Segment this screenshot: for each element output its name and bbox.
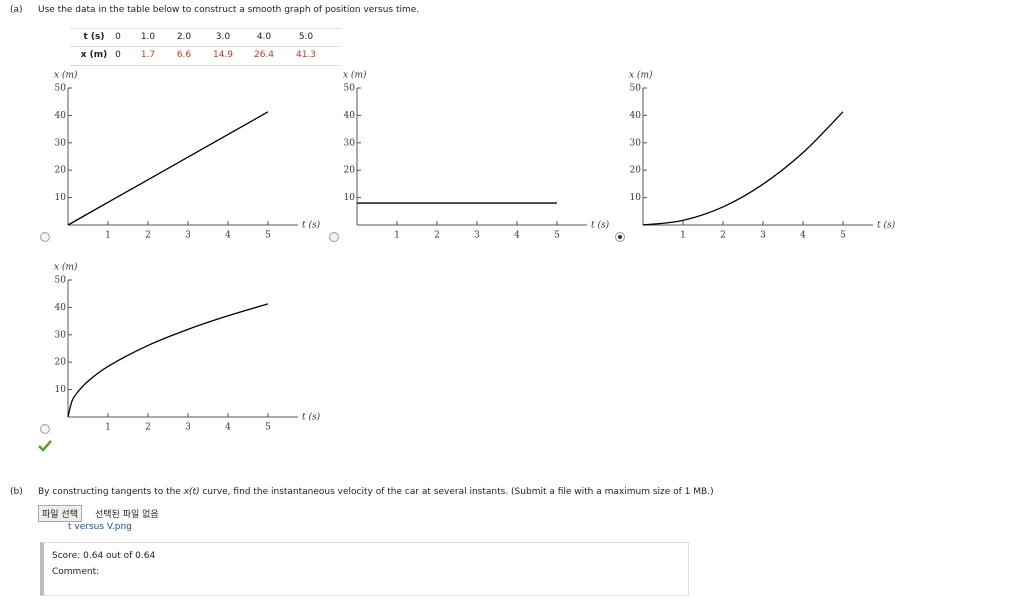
- x-tick-label: 2: [434, 231, 440, 241]
- y-tick-label: 50: [630, 84, 642, 94]
- table-cell: 41.3: [295, 50, 317, 60]
- x-tick-label: 3: [185, 231, 191, 241]
- prompt-math: x(t): [183, 487, 200, 497]
- part-b-prompt: By constructing tangents to the x(t) cur…: [38, 487, 714, 497]
- radio-button[interactable]: [40, 424, 50, 434]
- x-tick-label: 4: [514, 231, 520, 241]
- radio-dot: [618, 235, 622, 239]
- x-axis-label: t (s): [302, 220, 321, 231]
- table-cell: 26.4: [253, 50, 275, 60]
- x-tick-label: 3: [474, 231, 480, 241]
- table-cell: 5.0: [298, 32, 314, 42]
- y-tick-label: 40: [344, 111, 356, 121]
- radio-button[interactable]: [329, 232, 339, 242]
- x-tick-label: 4: [225, 231, 231, 241]
- score: 0.64 out of 0.64: [83, 551, 156, 561]
- table-cell: 4.0: [256, 32, 272, 42]
- y-tick-label: 20: [55, 358, 67, 368]
- x-tick-label: 3: [185, 423, 191, 433]
- y-tick-label: 10: [55, 385, 67, 395]
- curve: [642, 111, 844, 226]
- x-tick-label: 1: [105, 231, 111, 241]
- x-tick-label: 4: [225, 423, 231, 433]
- y-tick-label: 30: [55, 330, 67, 340]
- part-a-prompt: Use the data in the table below to const…: [38, 5, 420, 15]
- y-tick-label: 40: [55, 303, 67, 313]
- y-tick-label: 20: [630, 166, 642, 176]
- y-tick-label: 50: [55, 276, 67, 286]
- check-icon: [38, 440, 52, 452]
- table-cell: 1.7: [140, 50, 156, 60]
- y-tick-label: 30: [630, 138, 642, 148]
- x-tick-label: 2: [145, 231, 151, 241]
- data-table: t (s) 0 1.0 2.0 3.0 4.0 5.0 x (m) 0 1.7 6.6 14.9 26.…: [70, 28, 340, 66]
- x-tick-label: 3: [760, 231, 766, 241]
- y-tick-label: 30: [344, 138, 356, 148]
- part-a-label: (a): [10, 5, 23, 15]
- file-link[interactable]: t versus V.png: [68, 522, 132, 532]
- y-axis-label: x (m): [343, 70, 367, 81]
- table-cell: 0: [115, 32, 121, 42]
- prompt-text: By constructing tangents to the: [38, 487, 184, 497]
- y-tick-label: 20: [344, 166, 356, 176]
- y-tick-label: 10: [630, 193, 642, 203]
- x-tick-label: 1: [105, 423, 111, 433]
- curve: [67, 303, 269, 418]
- x-axis-label: t (s): [302, 412, 321, 423]
- comment-label: Comment:: [52, 567, 100, 577]
- y-tick-label: 50: [55, 84, 67, 94]
- x-axis-label: t (s): [877, 220, 896, 231]
- x-tick-label: 5: [265, 423, 271, 433]
- score-label: Score:: [52, 551, 81, 561]
- y-tick-label: 10: [55, 193, 67, 203]
- x-tick-label: 1: [394, 231, 400, 241]
- y-axis-label: x (m): [629, 70, 653, 81]
- row-header: t (s): [83, 32, 105, 42]
- table-cell: 0: [115, 50, 121, 60]
- table-cell: 3.0: [215, 32, 231, 42]
- x-tick-label: 1: [680, 231, 686, 241]
- y-tick-label: 20: [55, 166, 67, 176]
- row-header: x (m): [80, 50, 108, 60]
- file-button[interactable]: 파일 선택: [38, 505, 82, 522]
- x-axis-label: t (s): [591, 220, 610, 231]
- table-cell: 6.6: [176, 50, 192, 60]
- radio-button[interactable]: [40, 232, 50, 242]
- y-tick-label: 40: [630, 111, 642, 121]
- y-tick-label: 10: [344, 193, 356, 203]
- x-tick-label: 5: [554, 231, 560, 241]
- table-cell: 2.0: [176, 32, 192, 42]
- x-tick-label: 2: [720, 231, 726, 241]
- y-axis-label: x (m): [54, 70, 78, 81]
- curve: [67, 111, 269, 226]
- y-tick-label: 30: [55, 138, 67, 148]
- prompt-text: curve, find the instantaneous velocity o…: [199, 487, 714, 497]
- x-tick-label: 5: [265, 231, 271, 241]
- x-tick-label: 4: [800, 231, 806, 241]
- table-cell: 1.0: [140, 32, 156, 42]
- x-tick-label: 5: [840, 231, 846, 241]
- y-axis-label: x (m): [54, 262, 78, 273]
- y-tick-label: 40: [55, 111, 67, 121]
- score-box: Score: 0.64 out of 0.64 Comment:: [40, 542, 689, 596]
- table-cell: 14.9: [212, 50, 234, 60]
- y-tick-label: 50: [344, 84, 356, 94]
- part-b-label: (b): [10, 487, 23, 497]
- file-status: 선택된 파일 없음: [95, 510, 159, 520]
- x-tick-label: 2: [145, 423, 151, 433]
